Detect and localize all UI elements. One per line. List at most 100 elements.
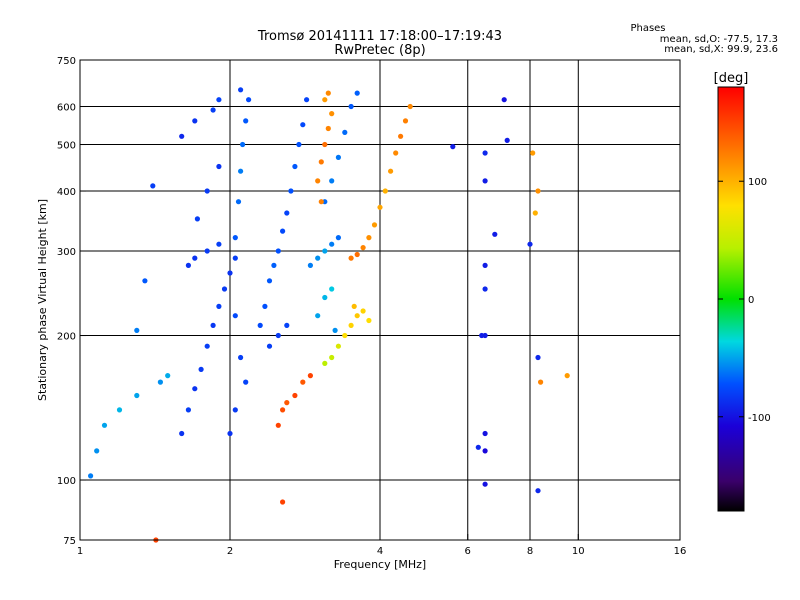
data-point bbox=[402, 118, 409, 124]
data-point bbox=[179, 430, 185, 437]
y-tick-label: 750 bbox=[57, 56, 76, 67]
data-point bbox=[530, 150, 536, 156]
data-point bbox=[243, 118, 249, 124]
data-point bbox=[332, 327, 338, 333]
data-point bbox=[322, 360, 328, 366]
data-point bbox=[329, 286, 335, 292]
data-point bbox=[348, 103, 354, 110]
data-point bbox=[204, 343, 210, 349]
data-point bbox=[482, 430, 488, 437]
data-point bbox=[280, 228, 286, 234]
x-tick-label: 2 bbox=[227, 546, 233, 557]
data-points bbox=[88, 87, 570, 543]
data-point bbox=[322, 141, 328, 148]
data-point bbox=[221, 286, 228, 292]
data-point bbox=[266, 343, 273, 349]
data-point bbox=[266, 278, 273, 284]
data-point bbox=[393, 150, 399, 156]
data-point bbox=[246, 97, 252, 103]
data-point bbox=[315, 178, 321, 184]
chart-title: Tromsø 20141111 17:18:00–17:19:43 bbox=[257, 29, 502, 44]
data-point bbox=[157, 379, 163, 385]
colorbar-label: [deg] bbox=[714, 71, 749, 86]
data-point bbox=[142, 278, 148, 284]
data-point bbox=[504, 137, 510, 143]
data-point bbox=[292, 163, 298, 170]
x-tick-label: 8 bbox=[527, 546, 533, 557]
data-point bbox=[134, 392, 140, 399]
data-point bbox=[329, 178, 335, 184]
data-point bbox=[284, 400, 290, 406]
data-point bbox=[271, 262, 277, 268]
data-point bbox=[204, 248, 210, 254]
data-point bbox=[192, 386, 198, 392]
data-point bbox=[227, 430, 233, 437]
data-point bbox=[354, 90, 360, 96]
data-point bbox=[335, 154, 341, 160]
data-point bbox=[492, 231, 498, 237]
data-point bbox=[150, 183, 156, 189]
x-tick-label: 6 bbox=[465, 546, 471, 557]
data-point bbox=[280, 499, 286, 505]
data-point bbox=[329, 241, 335, 247]
data-point bbox=[535, 488, 541, 494]
data-point bbox=[179, 133, 185, 139]
data-point bbox=[280, 407, 286, 413]
x-tick-label: 10 bbox=[572, 546, 585, 557]
data-point bbox=[238, 87, 244, 93]
stats-title: Phases bbox=[630, 23, 665, 34]
data-point bbox=[284, 210, 290, 216]
data-point bbox=[335, 343, 341, 349]
data-point bbox=[315, 255, 321, 261]
data-point bbox=[210, 322, 216, 328]
data-point bbox=[232, 407, 238, 413]
data-point bbox=[407, 103, 413, 110]
data-point bbox=[479, 332, 485, 339]
data-point bbox=[307, 373, 313, 379]
data-point bbox=[288, 188, 294, 194]
y-tick-label: 300 bbox=[57, 247, 76, 258]
data-point bbox=[292, 392, 298, 399]
data-point bbox=[227, 270, 233, 276]
data-point bbox=[235, 199, 242, 205]
data-point bbox=[284, 322, 290, 328]
data-point bbox=[329, 111, 335, 117]
y-tick-label: 400 bbox=[57, 187, 76, 198]
data-point bbox=[304, 97, 310, 103]
data-point bbox=[315, 313, 321, 319]
stats-line-x: mean, sd,X: 99.9, 23.6 bbox=[664, 44, 778, 55]
stats-line-o: mean, sd,O: -77.5, 17.3 bbox=[660, 34, 778, 45]
data-point bbox=[116, 407, 123, 413]
data-point bbox=[482, 448, 488, 454]
data-point bbox=[366, 317, 372, 324]
y-tick-label: 200 bbox=[57, 332, 76, 343]
data-point bbox=[535, 188, 541, 194]
data-point bbox=[360, 245, 366, 251]
data-point bbox=[318, 199, 324, 205]
data-point bbox=[240, 141, 246, 148]
data-point bbox=[238, 168, 244, 174]
data-point bbox=[257, 322, 263, 328]
data-point bbox=[482, 286, 488, 292]
data-point bbox=[482, 178, 488, 184]
grid-lines bbox=[80, 60, 680, 540]
data-point bbox=[532, 210, 538, 216]
axis-ticks: 1 2 4 6 8 10 16 75 100 200 300 400 500 600 750 bbox=[57, 56, 686, 557]
data-point bbox=[232, 255, 238, 261]
y-tick-label: 75 bbox=[63, 536, 76, 547]
data-point bbox=[482, 150, 488, 156]
chart-subtitle: RwPretec (8p) bbox=[334, 43, 425, 58]
data-point bbox=[210, 107, 216, 113]
data-point bbox=[307, 262, 313, 268]
colorbar-tick-label: -100 bbox=[748, 413, 771, 424]
data-point bbox=[335, 235, 341, 241]
data-point bbox=[366, 235, 372, 241]
data-point bbox=[318, 159, 324, 165]
data-point bbox=[216, 303, 222, 309]
data-point bbox=[192, 118, 198, 124]
data-point bbox=[342, 332, 348, 339]
data-point bbox=[322, 248, 328, 254]
data-point bbox=[388, 168, 394, 174]
data-point bbox=[348, 322, 354, 328]
data-point bbox=[527, 241, 533, 247]
